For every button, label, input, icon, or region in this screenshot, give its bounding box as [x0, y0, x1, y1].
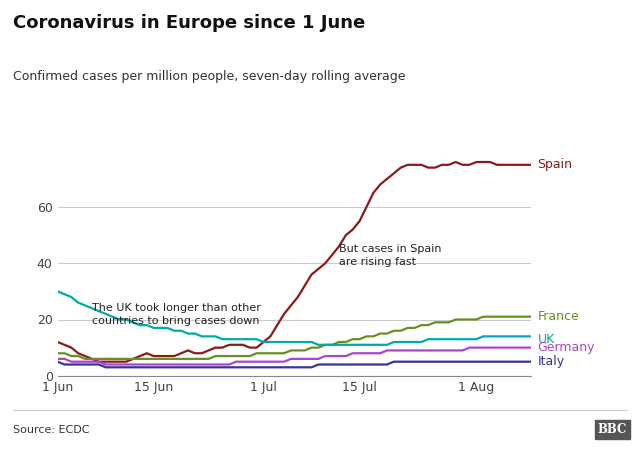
Text: Germany: Germany: [538, 341, 595, 354]
Text: Italy: Italy: [538, 355, 564, 368]
Text: Spain: Spain: [538, 158, 573, 171]
Text: Source: ECDC: Source: ECDC: [13, 425, 90, 435]
Text: Coronavirus in Europe since 1 June: Coronavirus in Europe since 1 June: [13, 14, 365, 32]
Text: UK: UK: [538, 333, 555, 346]
Text: Confirmed cases per million people, seven-day rolling average: Confirmed cases per million people, seve…: [13, 70, 405, 83]
Text: France: France: [538, 310, 579, 323]
Text: But cases in Spain
are rising fast: But cases in Spain are rising fast: [339, 243, 442, 267]
Text: BBC: BBC: [598, 423, 627, 436]
Text: The UK took longer than other
countries to bring cases down: The UK took longer than other countries …: [92, 302, 260, 326]
